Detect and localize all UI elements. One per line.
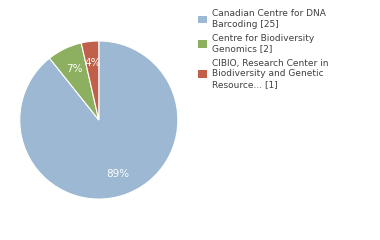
Text: 89%: 89% <box>106 169 129 179</box>
Legend: Canadian Centre for DNA
Barcoding [25], Centre for Biodiversity
Genomics [2], CI: Canadian Centre for DNA Barcoding [25], … <box>198 9 328 89</box>
Text: 4%: 4% <box>84 59 101 68</box>
Text: 7%: 7% <box>66 64 82 74</box>
Wedge shape <box>49 43 99 120</box>
Wedge shape <box>20 41 178 199</box>
Wedge shape <box>81 41 99 120</box>
